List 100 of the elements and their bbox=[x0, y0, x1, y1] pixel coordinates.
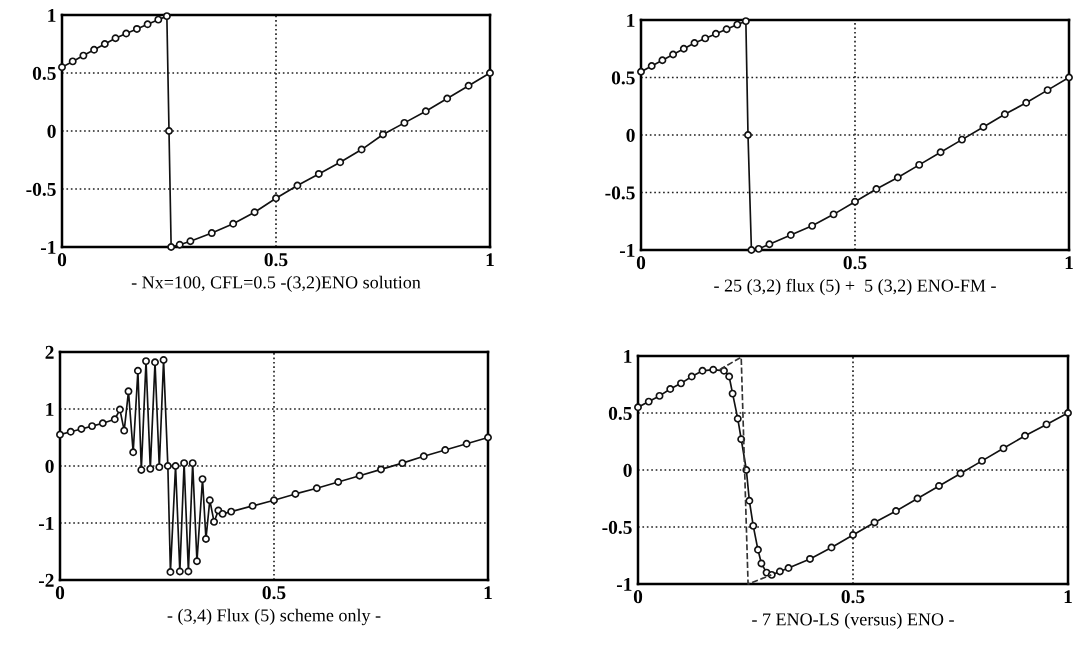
point bbox=[111, 34, 120, 43]
point bbox=[250, 208, 259, 217]
y-tick-label: -1 bbox=[38, 516, 54, 530]
point bbox=[978, 456, 986, 465]
point bbox=[745, 496, 754, 505]
point bbox=[829, 210, 838, 219]
point bbox=[151, 358, 159, 367]
point bbox=[775, 567, 784, 576]
x-tick-label: 0 bbox=[57, 253, 67, 267]
point bbox=[210, 517, 219, 526]
point bbox=[754, 244, 763, 253]
y-tick-label: 1 bbox=[624, 349, 632, 363]
x-tick-label: 1 bbox=[486, 253, 494, 267]
point bbox=[1000, 110, 1009, 119]
point bbox=[709, 365, 718, 374]
point bbox=[58, 63, 66, 72]
point bbox=[188, 459, 197, 468]
point bbox=[936, 148, 945, 157]
point bbox=[90, 45, 99, 54]
x-tick-label: 1 bbox=[484, 586, 492, 600]
point bbox=[159, 356, 168, 364]
point bbox=[129, 448, 138, 457]
point bbox=[312, 484, 321, 493]
point bbox=[142, 357, 150, 366]
point bbox=[754, 545, 762, 554]
point bbox=[293, 181, 302, 190]
x-axis-title: - 25 (3,2) flux (5) + 5 (3,2) ENO-FM - bbox=[714, 278, 996, 296]
point bbox=[166, 568, 175, 576]
point bbox=[647, 62, 656, 70]
point bbox=[377, 465, 385, 474]
point bbox=[291, 489, 300, 498]
point bbox=[733, 414, 742, 423]
point bbox=[314, 169, 323, 178]
y-tick-label: 2 bbox=[45, 345, 54, 359]
point bbox=[698, 366, 707, 375]
point bbox=[162, 12, 171, 21]
y-tick-label: -1 bbox=[619, 243, 635, 257]
point bbox=[806, 554, 814, 563]
x-tick-label: 1 bbox=[1064, 590, 1072, 604]
point bbox=[892, 507, 900, 516]
point bbox=[175, 240, 184, 249]
point bbox=[398, 459, 407, 468]
point bbox=[808, 221, 817, 230]
point bbox=[180, 459, 189, 468]
point bbox=[725, 372, 734, 381]
point bbox=[133, 366, 142, 375]
point bbox=[658, 56, 667, 65]
point bbox=[690, 39, 699, 47]
y-tick-label: 1 bbox=[46, 402, 54, 416]
point bbox=[637, 67, 645, 76]
point bbox=[722, 25, 731, 34]
point bbox=[98, 419, 107, 428]
x-axis-title: - (3,4) Flux (5) scheme only - bbox=[167, 608, 381, 626]
y-tick-label: 0.5 bbox=[32, 66, 56, 81]
point bbox=[958, 135, 966, 144]
y-tick-label: -2 bbox=[38, 573, 54, 587]
point bbox=[851, 197, 859, 206]
y-tick-label: 0.5 bbox=[608, 406, 632, 421]
y-tick-label: -1 bbox=[40, 240, 56, 254]
point bbox=[744, 131, 752, 139]
point bbox=[893, 173, 902, 182]
point bbox=[207, 229, 216, 238]
point bbox=[679, 44, 688, 53]
point bbox=[655, 391, 664, 400]
point bbox=[205, 496, 214, 505]
point bbox=[728, 389, 737, 398]
y-tick-label: 0 bbox=[47, 124, 56, 138]
point bbox=[184, 567, 193, 576]
point bbox=[357, 145, 366, 154]
point bbox=[441, 446, 450, 455]
point bbox=[171, 462, 180, 470]
y-tick-label: 0.5 bbox=[611, 71, 635, 85]
point bbox=[999, 444, 1008, 453]
point bbox=[400, 118, 409, 127]
point bbox=[935, 481, 943, 490]
point bbox=[737, 435, 746, 444]
y-tick-label: 0 bbox=[45, 459, 54, 473]
point bbox=[1042, 420, 1051, 429]
point bbox=[1065, 73, 1073, 82]
point bbox=[421, 107, 430, 116]
point bbox=[443, 94, 452, 103]
y-tick-label: 1 bbox=[48, 8, 56, 22]
point bbox=[122, 29, 131, 38]
point bbox=[68, 57, 77, 66]
point bbox=[229, 219, 238, 228]
point bbox=[757, 559, 766, 568]
point bbox=[248, 501, 257, 510]
x-axis-title: - Nx=100, CFL=0.5 -(3,2)ENO solution bbox=[131, 275, 421, 293]
point bbox=[270, 496, 278, 505]
point bbox=[979, 122, 988, 131]
point bbox=[1022, 98, 1031, 107]
x-tick-label: 0 bbox=[636, 256, 646, 270]
y-tick-label: -0.5 bbox=[605, 186, 635, 200]
point bbox=[132, 24, 141, 33]
point bbox=[120, 426, 129, 435]
point bbox=[336, 158, 345, 167]
point bbox=[747, 246, 756, 254]
point bbox=[1021, 431, 1029, 440]
point bbox=[677, 379, 685, 388]
point bbox=[143, 20, 152, 29]
